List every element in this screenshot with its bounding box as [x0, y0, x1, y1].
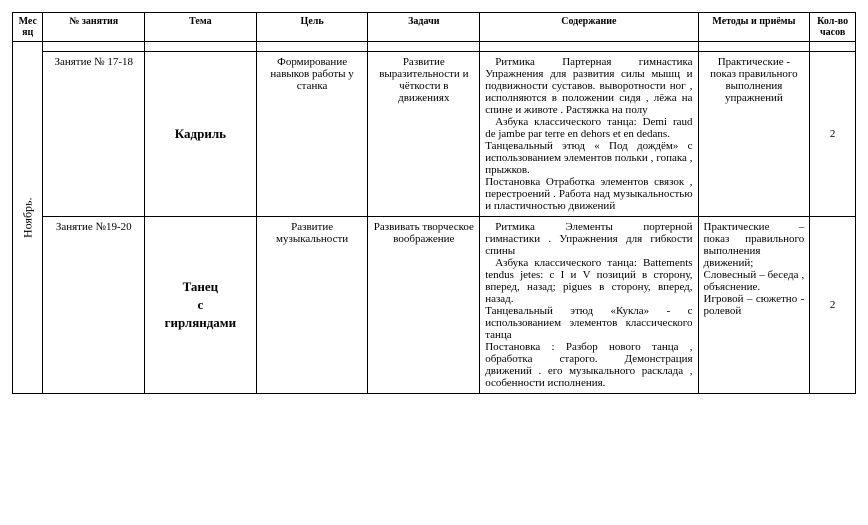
col-header-tasks: Задачи — [368, 13, 480, 42]
col-header-goal: Цель — [256, 13, 368, 42]
col-header-methods: Методы и приёмы — [698, 13, 810, 42]
content-para: Постановка : Разбор нового танца , обраб… — [485, 341, 692, 389]
theme-cell: Танец с гирляндами — [145, 217, 257, 394]
blank-row: Ноябрь. — [13, 42, 856, 52]
col-header-theme: Тема — [145, 13, 257, 42]
header-row: Месяц № занятия Тема Цель Задачи Содержа… — [13, 13, 856, 42]
curriculum-table: Месяц № занятия Тема Цель Задачи Содержа… — [12, 12, 856, 394]
methods-cell: Практические – показ правильного выполне… — [698, 217, 810, 394]
col-header-month: Месяц — [13, 13, 43, 42]
content-para: Азбука классического танца: Demi raud de… — [485, 116, 692, 140]
content-cell: Ритмика Партерная гимнастика Упражнения … — [480, 52, 698, 217]
lesson-cell: Занятие № 17-18 — [43, 52, 145, 217]
hours-cell: 2 — [810, 217, 856, 394]
methods-cell: Практические - показ правильного выполне… — [698, 52, 810, 217]
col-header-hours: Кол-во часов — [810, 13, 856, 42]
goal-cell: Формирование навыков работы у станка — [256, 52, 368, 217]
content-para: Танцевальный этюд «Кукла» - с использова… — [485, 305, 692, 341]
table-row: Занятие № 17-18 Кадриль Формирование нав… — [13, 52, 856, 217]
theme-line: Танец — [150, 278, 251, 296]
content-para: Постановка Отработка элементов связок , … — [485, 176, 692, 212]
col-header-lesson: № занятия — [43, 13, 145, 42]
tasks-cell: Развитие выразительности и чёткости в дв… — [368, 52, 480, 217]
content-cell: Ритмика Элементы портерной гимнастики . … — [480, 217, 698, 394]
lesson-cell: Занятие №19-20 — [43, 217, 145, 394]
theme-line: с — [150, 296, 251, 314]
content-para: Ритмика Элементы портерной гимнастики . … — [485, 221, 692, 257]
content-para: Ритмика Партерная гимнастика Упражнения … — [485, 56, 692, 116]
content-para: Азбука классического танца: Battements t… — [485, 257, 692, 305]
table-row: Занятие №19-20 Танец с гирляндами Развит… — [13, 217, 856, 394]
content-para: Танцевальный этюд « Под дождём» с исполь… — [485, 140, 692, 176]
methods-line: Практические – показ правильного выполне… — [704, 221, 805, 269]
theme-line: гирляндами — [150, 314, 251, 332]
tasks-cell: Развивать творческое воображение — [368, 217, 480, 394]
month-cell: Ноябрь. — [13, 42, 43, 394]
methods-line: Игровой – сюжетно - ролевой — [704, 293, 805, 317]
hours-cell: 2 — [810, 52, 856, 217]
goal-cell: Развитие музыкальности — [256, 217, 368, 394]
methods-line: Словесный – беседа , объяснение. — [704, 269, 805, 293]
theme-cell: Кадриль — [145, 52, 257, 217]
col-header-content: Содержание — [480, 13, 698, 42]
